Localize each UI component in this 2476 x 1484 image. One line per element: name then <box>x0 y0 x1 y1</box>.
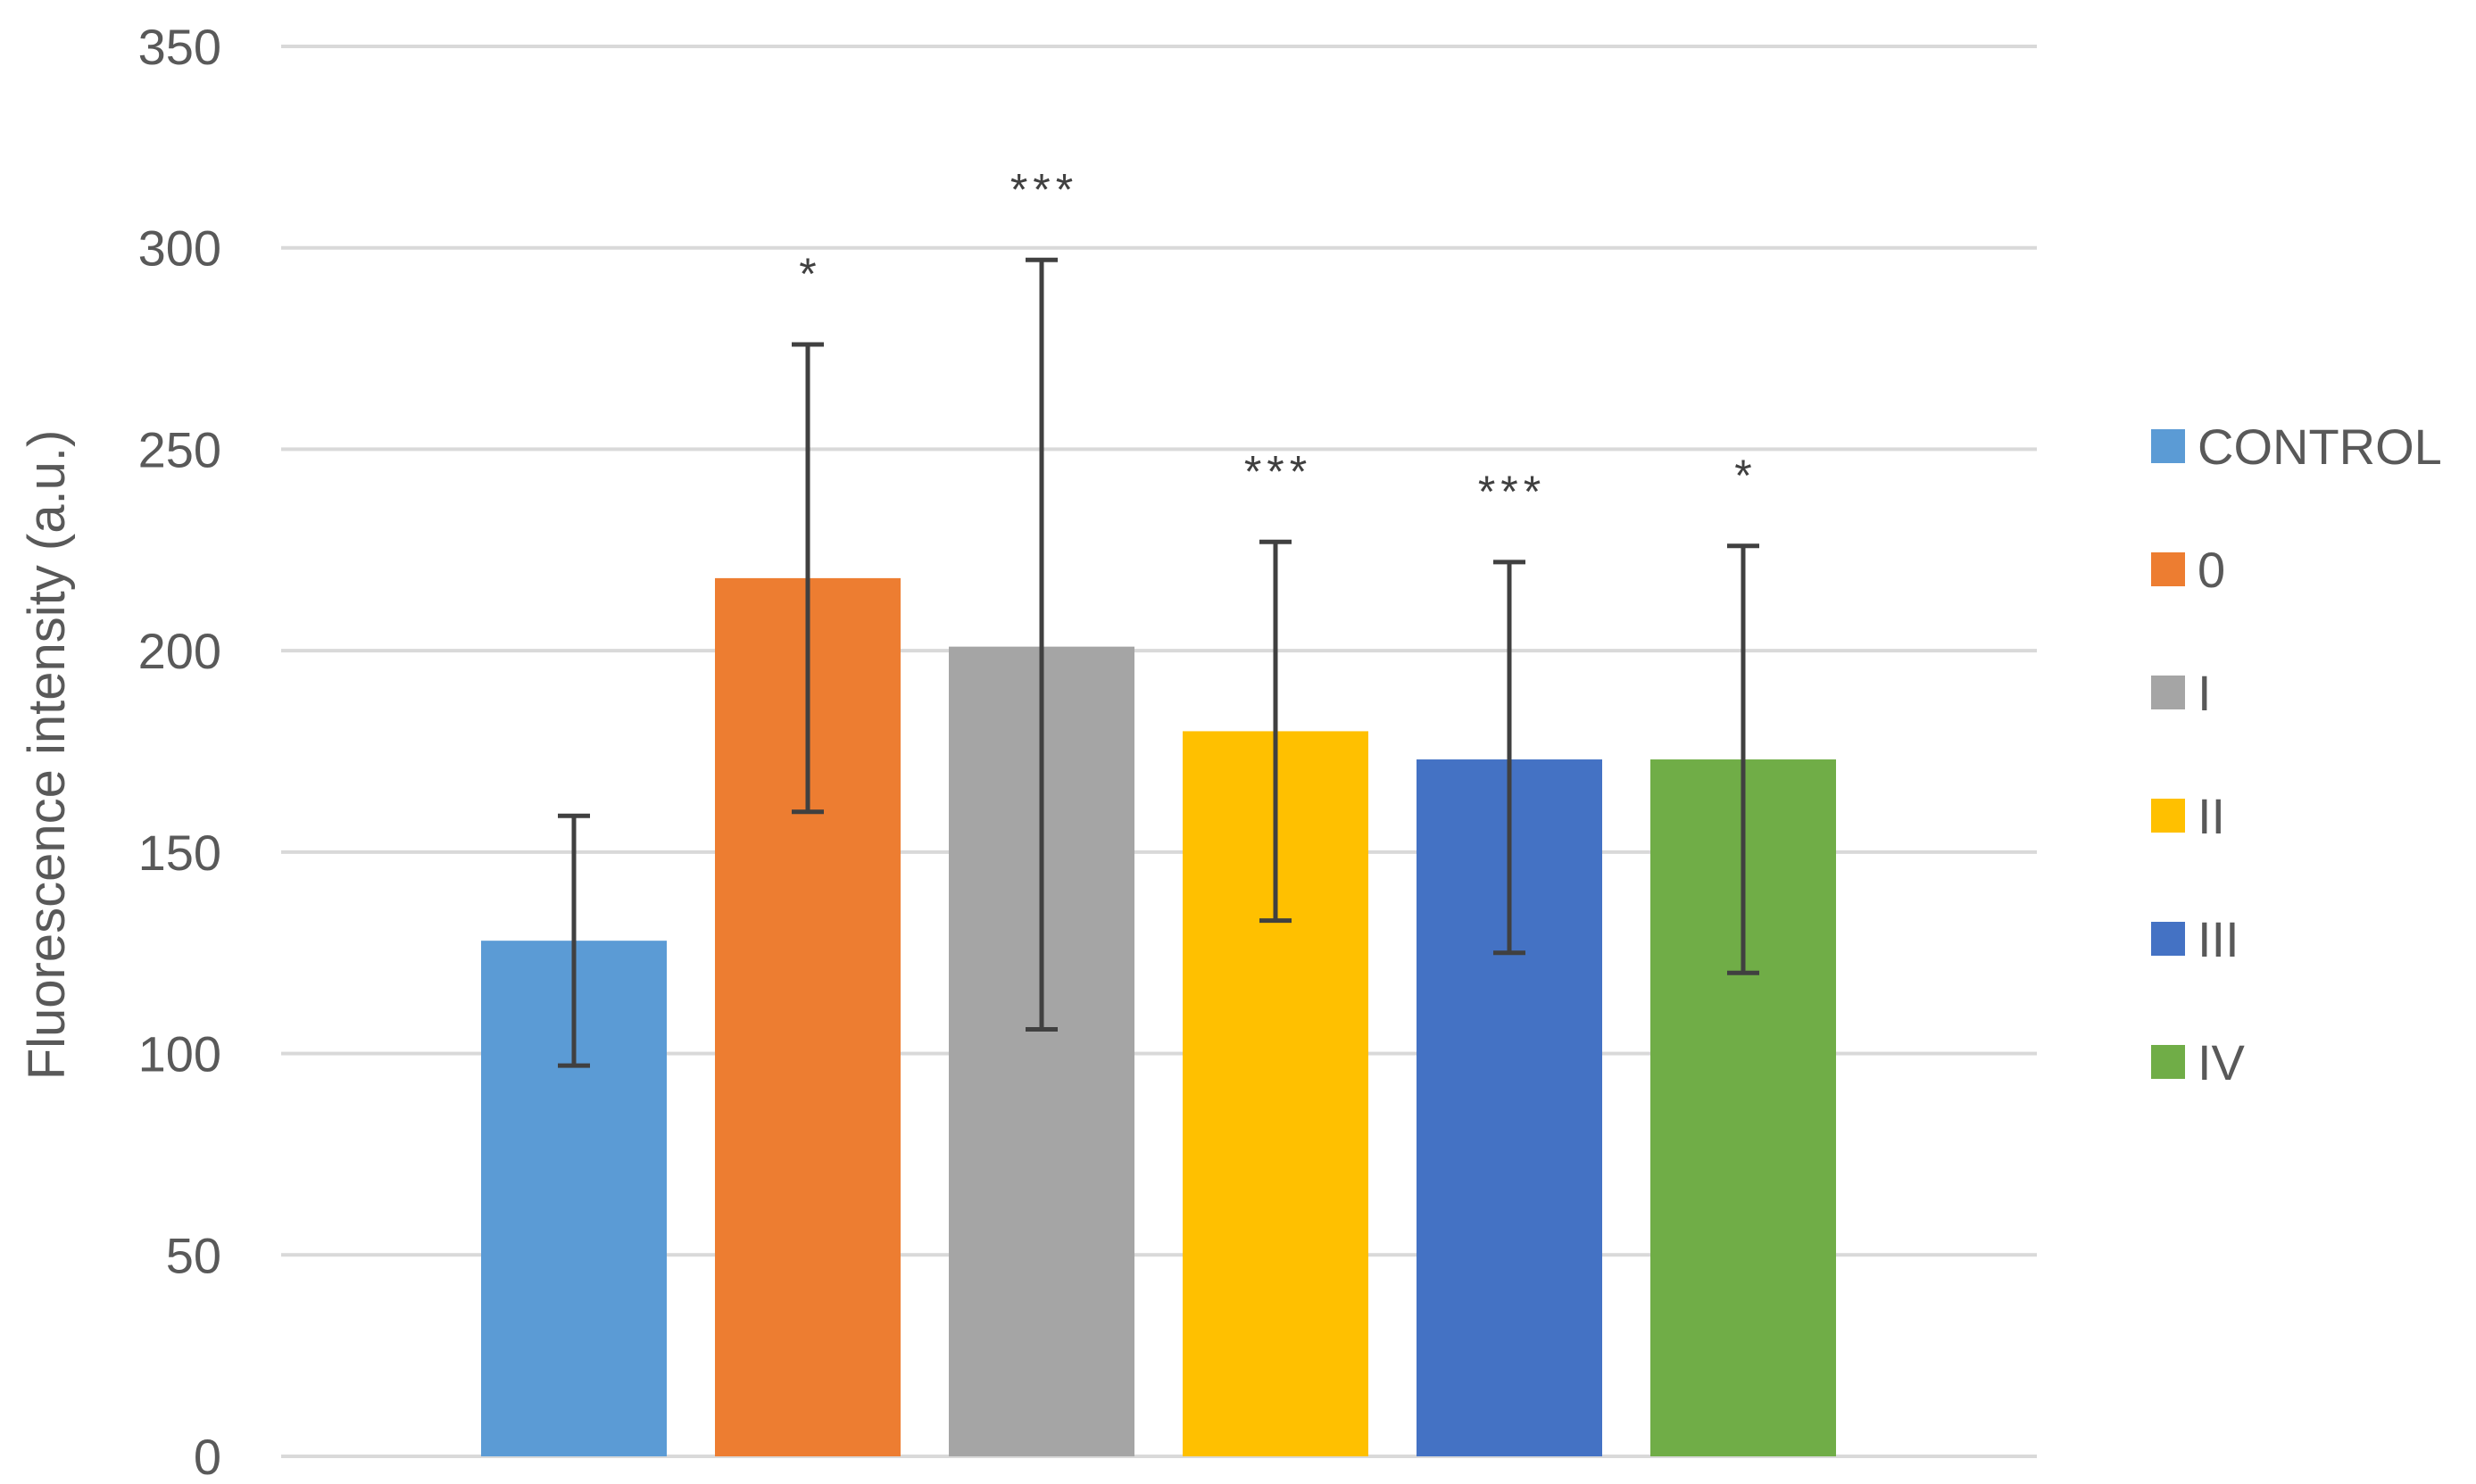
significance-label: *** <box>1010 164 1078 214</box>
y-tick-label: 100 <box>138 1026 221 1082</box>
significance-markers: ******* *** * <box>799 164 1757 517</box>
y-tick-label: 150 <box>138 825 221 881</box>
legend-label: I <box>2198 665 2212 721</box>
legend-swatch <box>2151 799 2185 833</box>
y-tick-label: 200 <box>138 623 221 679</box>
legend-label: CONTROL <box>2198 419 2442 475</box>
y-tick-label: 300 <box>138 220 221 277</box>
y-tick-label: 50 <box>166 1227 221 1283</box>
legend-swatch <box>2151 922 2185 956</box>
legend-swatch <box>2151 676 2185 709</box>
y-tick-label: 250 <box>138 421 221 477</box>
significance-label: * <box>799 249 821 299</box>
y-axis-title: Fluorescence intensity (a.u.) <box>18 430 76 1081</box>
legend-label: III <box>2198 911 2239 967</box>
error-bars <box>558 257 1759 1068</box>
significance-label: *** <box>1478 467 1546 517</box>
significance-label: *** <box>1244 446 1312 496</box>
legend-label: II <box>2198 788 2225 844</box>
y-axis-ticks: 0 50 100 150 200 250 300 350 <box>138 19 221 1484</box>
bars <box>481 577 1836 1456</box>
y-tick-label: 0 <box>194 1429 221 1484</box>
legend-label: IV <box>2198 1034 2246 1090</box>
legend-swatch <box>2151 429 2185 463</box>
legend-swatch <box>2151 1045 2185 1079</box>
legend-swatch <box>2151 552 2185 586</box>
y-tick-label: 350 <box>138 19 221 75</box>
legend-label: 0 <box>2198 542 2225 598</box>
significance-label: * <box>1734 451 1757 501</box>
